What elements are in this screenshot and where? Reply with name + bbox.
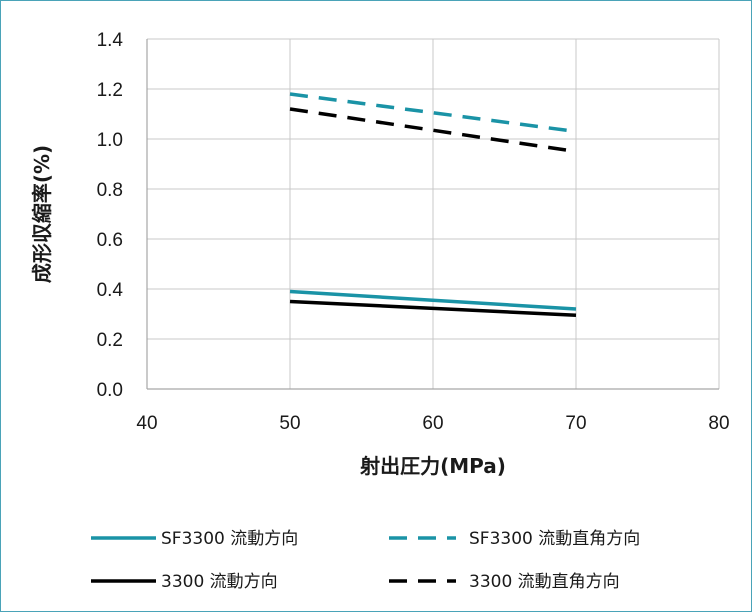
x-tick-label: 80: [708, 413, 729, 434]
x-axis-title: 射出圧力(MPa): [359, 454, 506, 478]
series-line-3: [289, 299, 577, 317]
grid-layer: [146, 38, 720, 390]
y-tick-label: 0.4: [97, 280, 124, 301]
legend-label-4: 3300 流動直角方向: [469, 572, 620, 592]
series-line-4: [289, 107, 577, 154]
tick-layer: 0.0 0.2 0.4 0.6 0.8 1.0 1.2 1.4 40 50 60 70 80: [97, 30, 730, 434]
x-tick-label: 70: [565, 413, 586, 434]
y-axis-title: 成形収縮率(%): [30, 145, 54, 283]
series-line-2: [289, 92, 577, 134]
y-tick-label: 1.2: [97, 80, 123, 101]
legend: SF3300 流動方向 SF3300 流動直角方向 3300 流動方向 3300 流動…: [91, 529, 640, 592]
legend-label-1: SF3300 流動方向: [161, 529, 298, 549]
series-layer: [289, 92, 577, 317]
y-tick-label: 0.8: [97, 180, 123, 201]
y-tick-label: 0.0: [97, 380, 123, 401]
series-line-1: [289, 289, 577, 311]
legend-label-3: 3300 流動方向: [161, 572, 278, 592]
y-tick-label: 0.2: [97, 330, 123, 351]
x-tick-label: 60: [422, 413, 443, 434]
x-tick-label: 50: [279, 413, 300, 434]
y-tick-label: 0.6: [97, 230, 123, 251]
x-tick-label: 40: [136, 413, 157, 434]
y-tick-label: 1.0: [97, 130, 123, 151]
legend-label-2: SF3300 流動直角方向: [469, 529, 640, 549]
y-tick-label: 1.4: [97, 30, 124, 51]
